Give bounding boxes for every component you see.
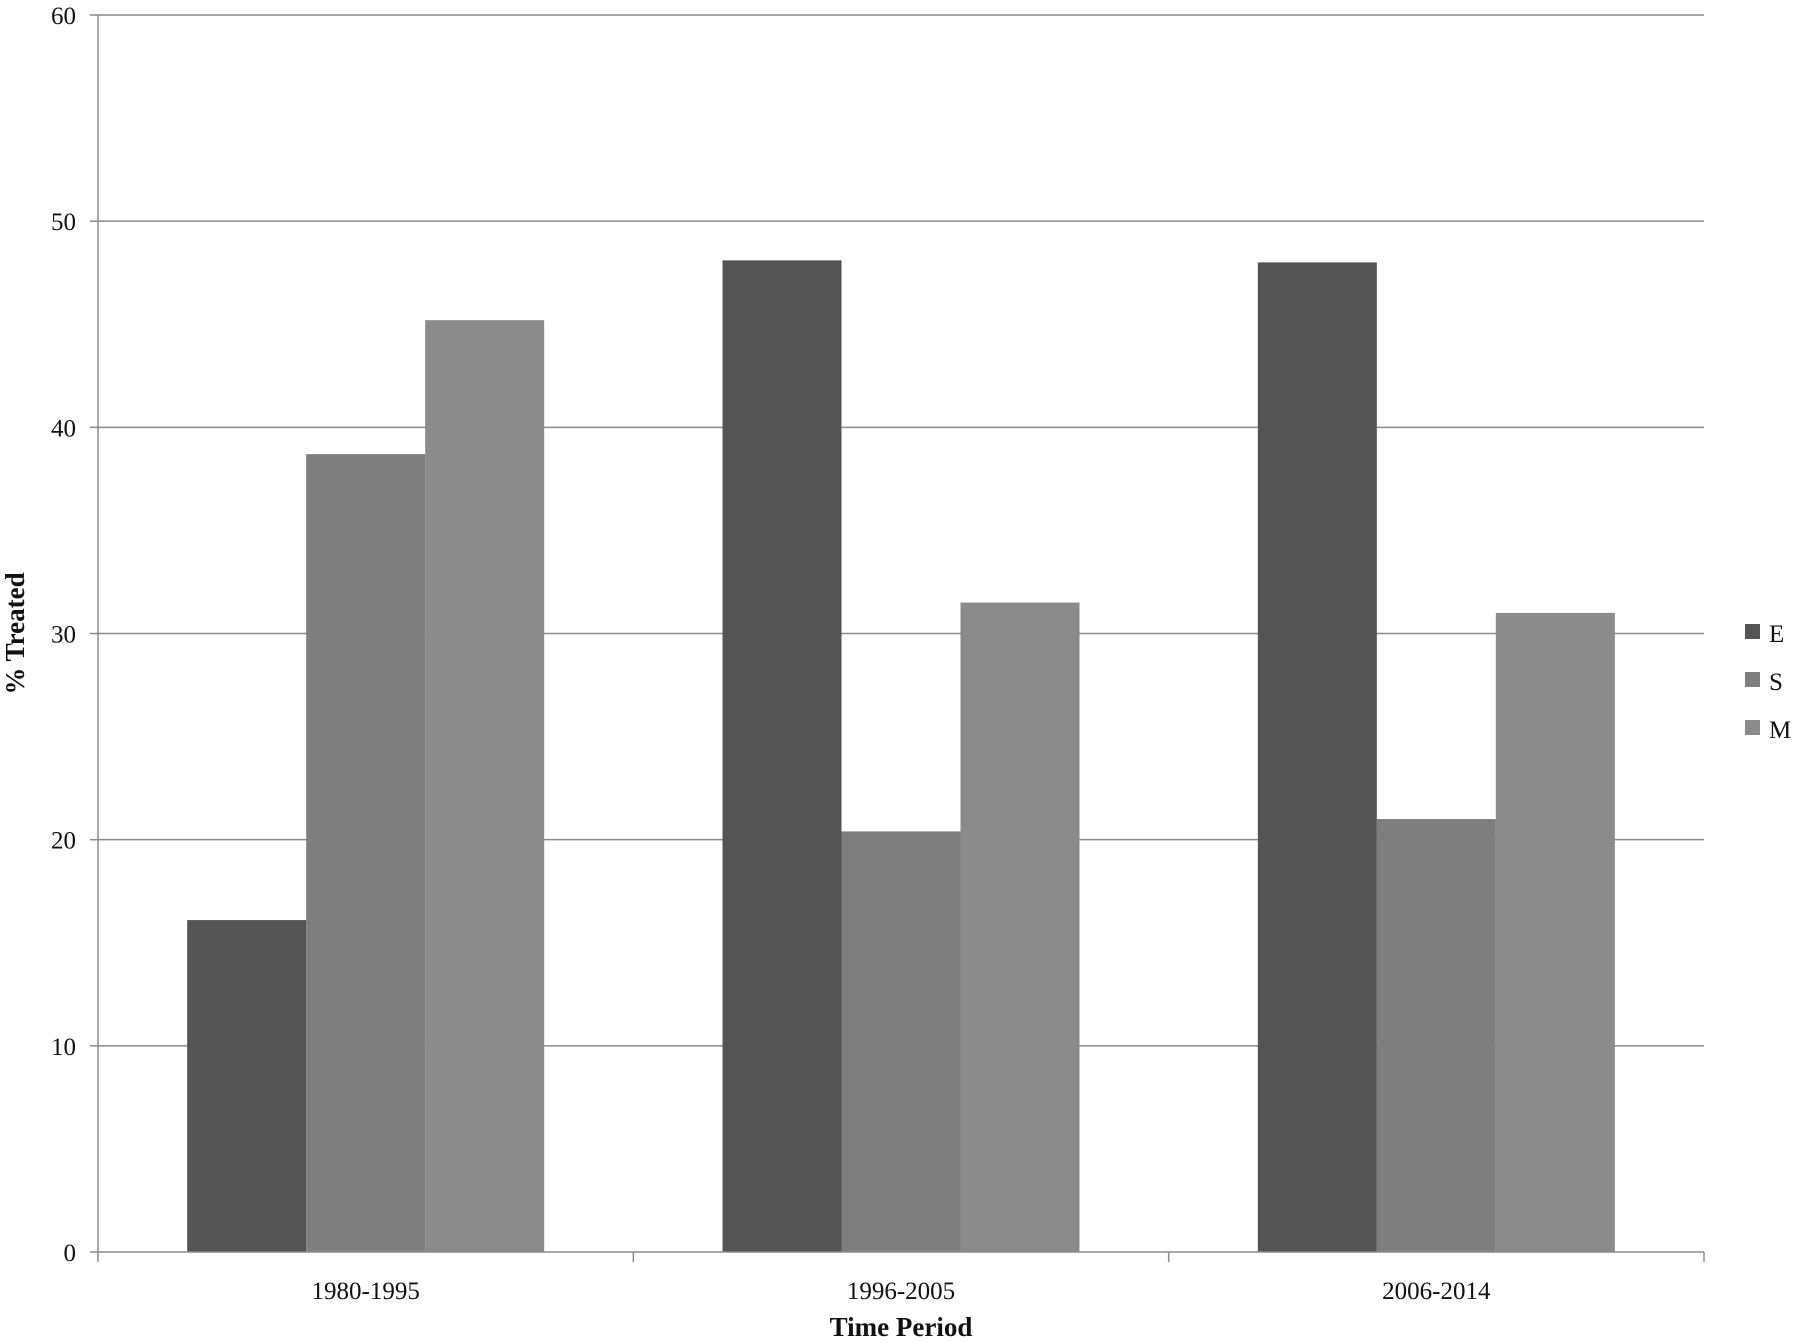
x-tick-label: 1980-1995	[312, 1278, 420, 1305]
legend-label-m: M	[1769, 717, 1791, 744]
legend-label-e: E	[1769, 621, 1784, 648]
legend-label-s: S	[1769, 669, 1783, 696]
bar-m-2006-2014	[1495, 612, 1615, 1252]
bar-e-2006-2014	[1257, 262, 1377, 1252]
legend-swatch-e	[1745, 624, 1760, 639]
legend-swatch-m	[1745, 720, 1760, 735]
y-tick-label: 50	[51, 209, 76, 236]
tick-labels: 0 10 20 30 40 50 60 1980-1995 1996-2005 2006-2014	[51, 3, 1491, 1305]
bar-m-1980-1995	[425, 320, 545, 1252]
bars	[187, 260, 1615, 1252]
x-tick-label: 2006-2014	[1382, 1278, 1491, 1305]
legend: ESM	[1745, 621, 1791, 744]
x-axis-title: Time Period	[830, 1312, 973, 1342]
y-tick-label: 10	[51, 1034, 76, 1061]
y-tick-label: 40	[51, 415, 76, 442]
y-tick-label: 30	[51, 622, 76, 649]
axes	[90, 14, 1705, 1262]
legend-swatch-s	[1745, 672, 1760, 687]
x-tick-label: 1996-2005	[847, 1278, 955, 1305]
bar-s-2006-2014	[1376, 819, 1496, 1252]
bar-e-1996-2005	[722, 260, 842, 1252]
y-axis-title: % Treated	[0, 572, 30, 694]
bar-s-1980-1995	[306, 454, 426, 1252]
bar-m-1996-2005	[960, 602, 1080, 1252]
y-tick-label: 0	[64, 1240, 77, 1267]
y-tick-label: 60	[51, 3, 76, 30]
bar-e-1980-1995	[187, 920, 307, 1252]
y-tick-label: 20	[51, 828, 76, 855]
bar-s-1996-2005	[841, 831, 961, 1252]
